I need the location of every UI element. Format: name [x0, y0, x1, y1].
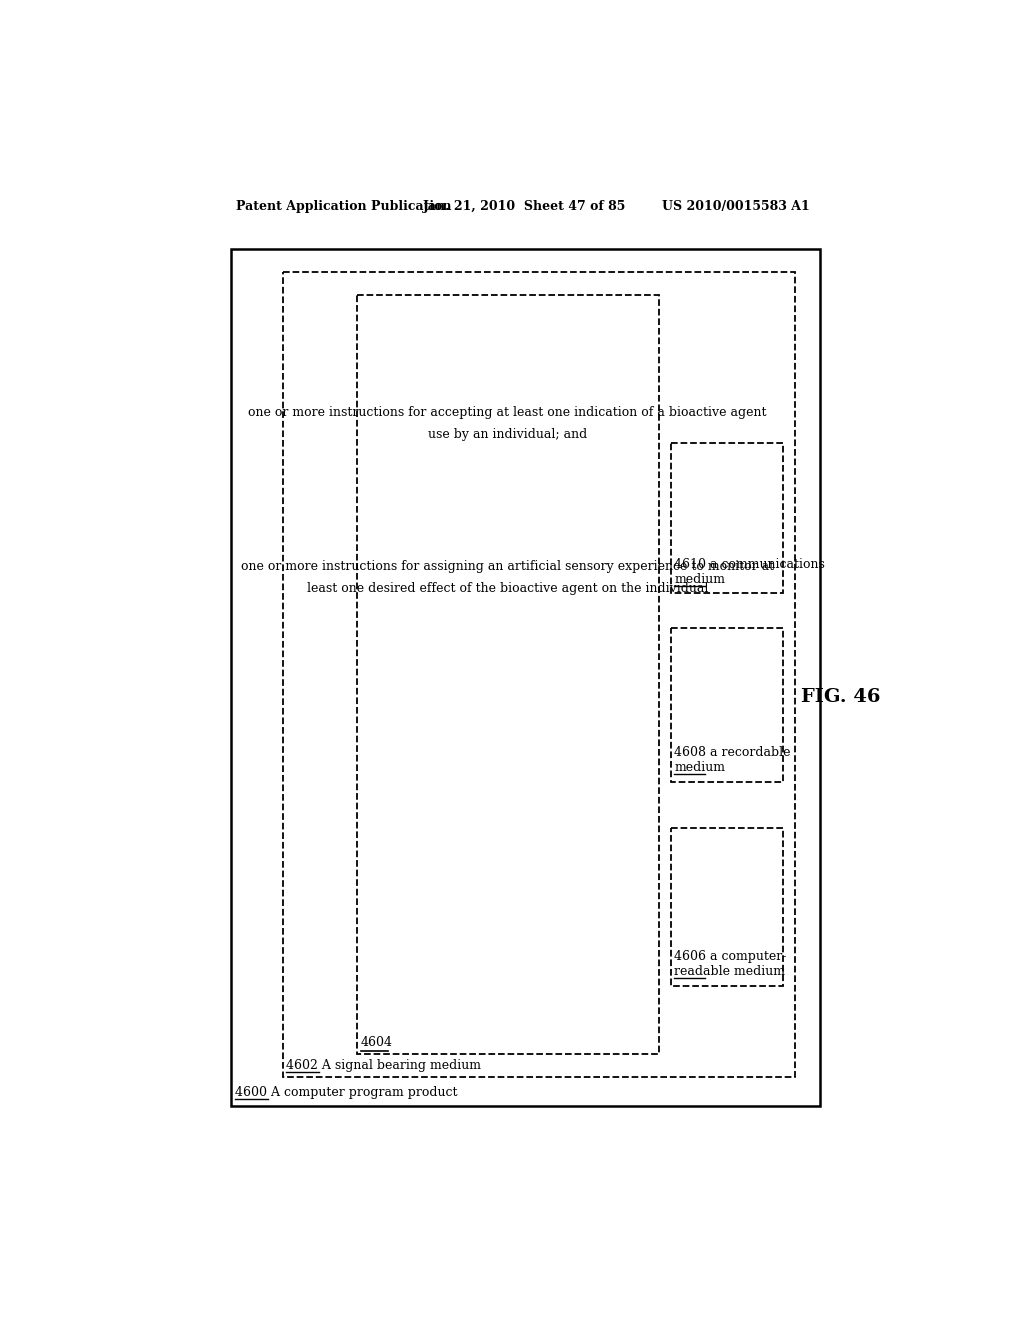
Bar	[356, 296, 658, 1053]
Text: one or more instructions for accepting at least one indication of a bioactive ag: one or more instructions for accepting a…	[249, 407, 767, 418]
Text: Jan. 21, 2010  Sheet 47 of 85: Jan. 21, 2010 Sheet 47 of 85	[423, 199, 627, 213]
Text: US 2010/0015583 A1: US 2010/0015583 A1	[663, 199, 810, 213]
Text: Patent Application Publication: Patent Application Publication	[237, 199, 452, 213]
Text: 4602 A signal bearing medium: 4602 A signal bearing medium	[286, 1060, 481, 1072]
Text: 4600 A computer program product: 4600 A computer program product	[234, 1086, 458, 1100]
Bar	[671, 628, 783, 781]
Text: FIG. 46: FIG. 46	[801, 689, 881, 706]
Bar	[671, 444, 783, 594]
Text: one or more instructions for assigning an artificial sensory experience to monit: one or more instructions for assigning a…	[242, 560, 774, 573]
Text: 4610 a communications
medium: 4610 a communications medium	[675, 558, 825, 586]
Text: 4606 a computer-
readable medium: 4606 a computer- readable medium	[675, 950, 786, 978]
Text: 4608 a recordable
medium: 4608 a recordable medium	[675, 746, 791, 775]
Bar	[283, 272, 795, 1077]
Text: 4604: 4604	[360, 1036, 392, 1049]
Text: least one desired effect of the bioactive agent on the individual: least one desired effect of the bioactiv…	[307, 582, 709, 594]
Bar	[671, 829, 783, 986]
Bar	[231, 249, 820, 1105]
Text: use by an individual; and: use by an individual; and	[428, 428, 588, 441]
